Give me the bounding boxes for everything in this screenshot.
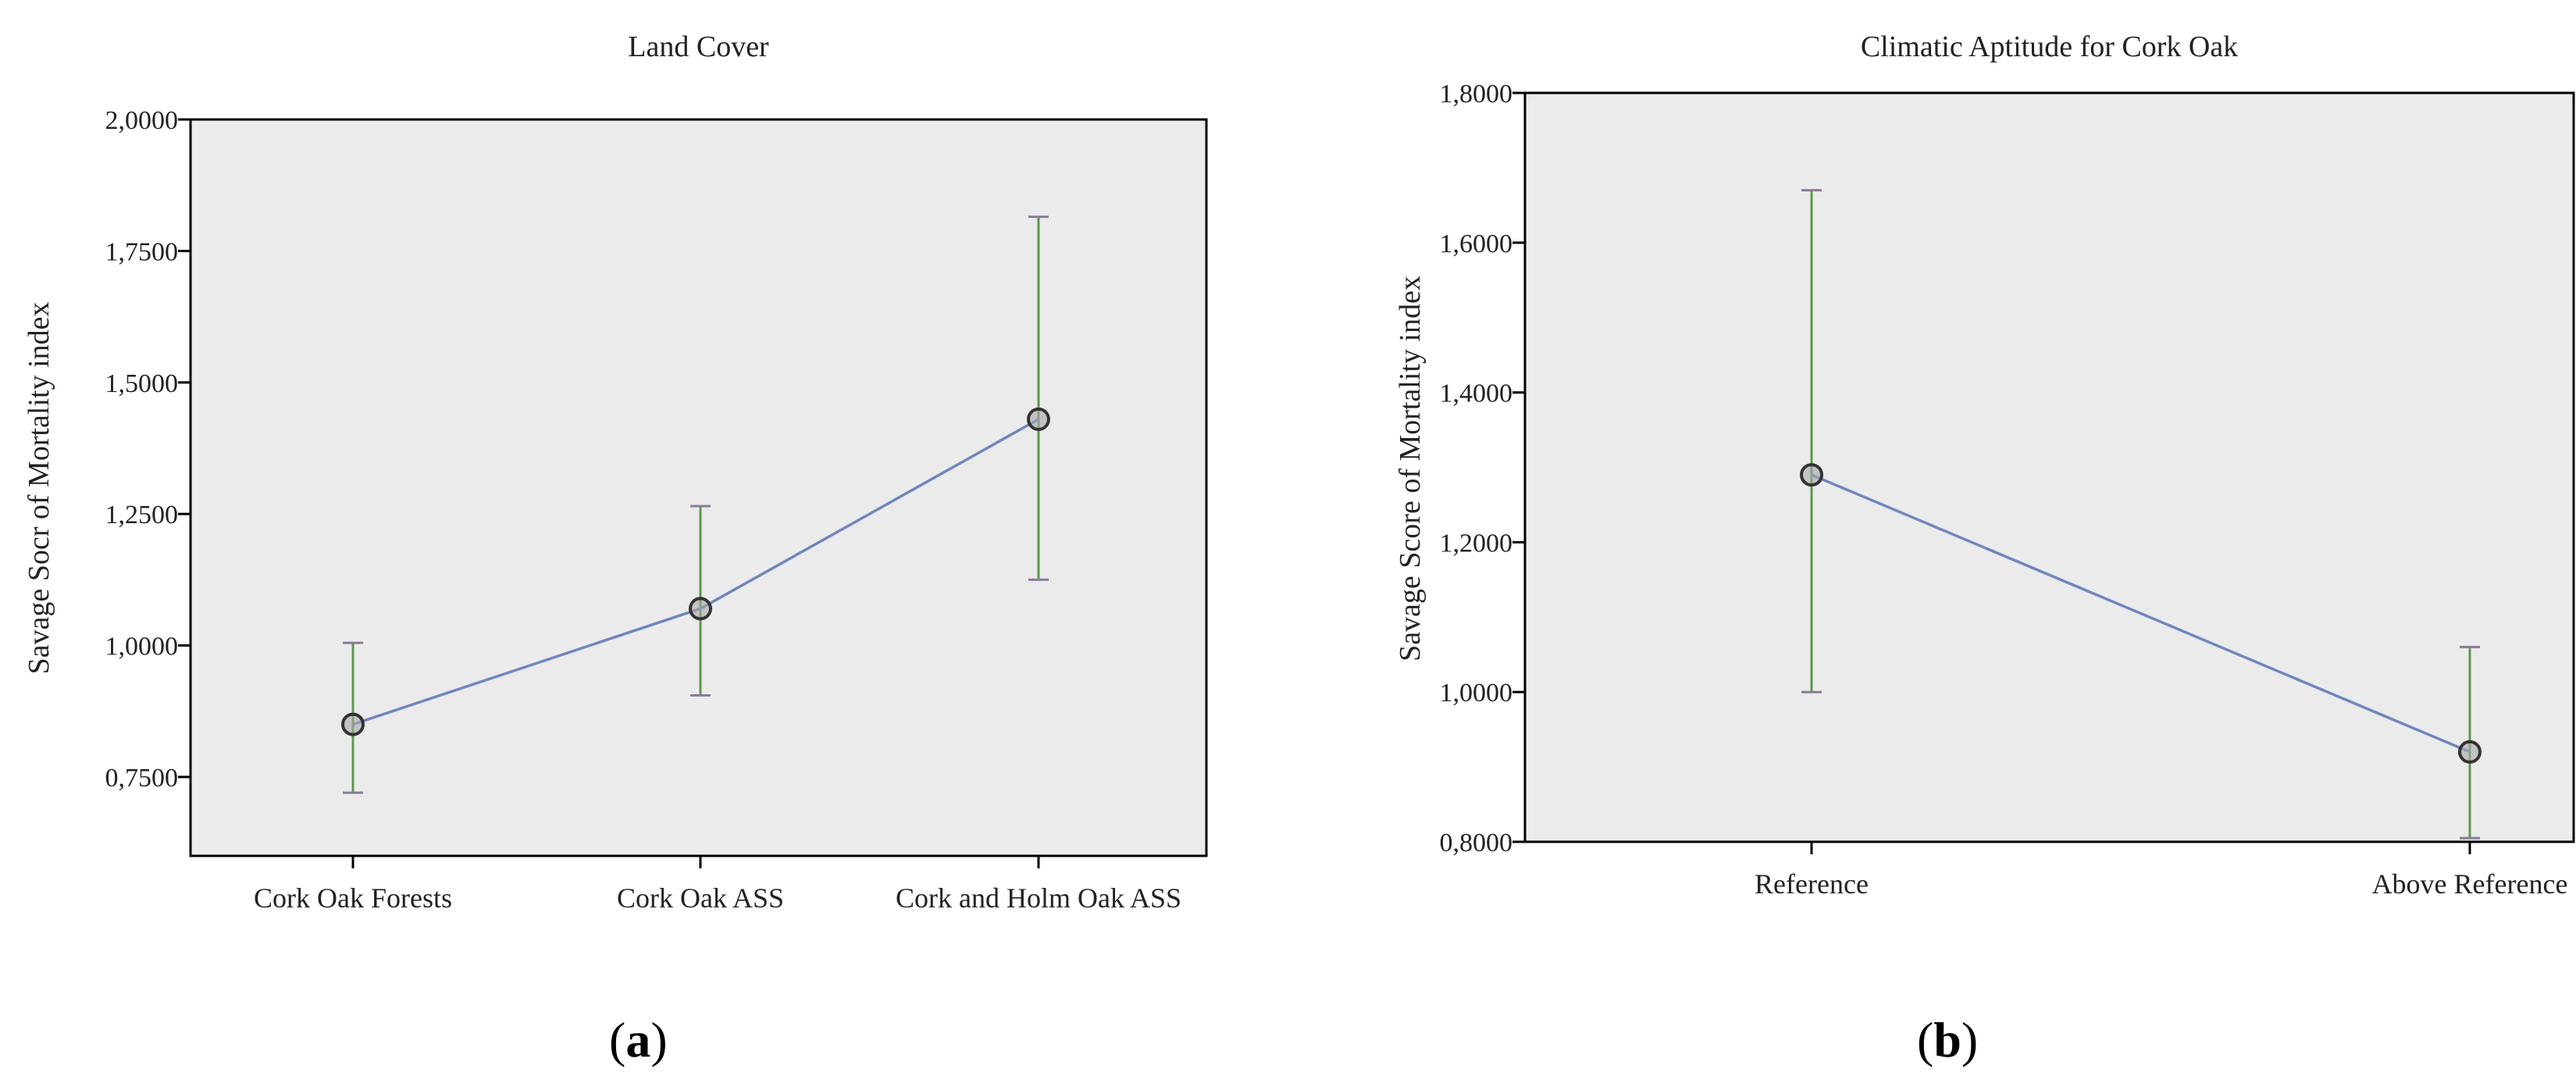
plot-area xyxy=(189,118,1208,857)
x-tick-label: Above Reference xyxy=(2372,868,2568,900)
y-tick-label: 1,2000 xyxy=(1440,529,1513,558)
y-axis-label: Savage Socr of Mortality index xyxy=(23,301,55,674)
x-tick-label: Reference xyxy=(1755,868,1869,900)
data-point xyxy=(1027,407,1050,431)
data-point xyxy=(689,597,712,621)
y-tick-label: 1,6000 xyxy=(1440,230,1513,258)
y-tick-label: 1,2500 xyxy=(105,501,179,529)
y-tick-label: 0,8000 xyxy=(1440,829,1513,857)
chart-title: Land Cover xyxy=(628,30,769,63)
series-line xyxy=(1811,473,2471,754)
y-tick-label: 1,0000 xyxy=(105,633,179,661)
y-tick-label: 1,5000 xyxy=(105,369,179,398)
chart-climatic-aptitude: Climatic Aptitude for Cork Oak Savage Sco… xyxy=(1394,30,2575,900)
plot-area xyxy=(1523,91,2575,843)
chart-land-cover: Land Cover Savage Socr of Mortality index… xyxy=(23,30,1208,914)
y-tick-label: 1,4000 xyxy=(1440,380,1513,408)
data-point xyxy=(341,712,365,736)
y-axis-label: Savage Score of Mortality index xyxy=(1394,276,1427,661)
panel-label-b: (b) xyxy=(1917,1012,1979,1067)
x-tick-label: Cork and Holm Oak ASS xyxy=(896,882,1181,914)
panel-label-a: (a) xyxy=(609,1012,668,1067)
y-tick-label: 2,0000 xyxy=(105,106,179,135)
y-tick-label: 1,0000 xyxy=(1440,679,1513,707)
x-tick-label: Cork Oak Forests xyxy=(254,882,452,914)
data-point xyxy=(1800,463,1823,487)
chart-title: Climatic Aptitude for Cork Oak xyxy=(1861,30,2238,63)
data-point xyxy=(2458,740,2482,764)
y-tick-label: 0,7500 xyxy=(105,764,179,793)
x-tick-label: Cork Oak ASS xyxy=(617,882,784,914)
y-tick-label: 1,8000 xyxy=(1440,80,1513,109)
y-tick-label: 1,7500 xyxy=(105,237,179,266)
